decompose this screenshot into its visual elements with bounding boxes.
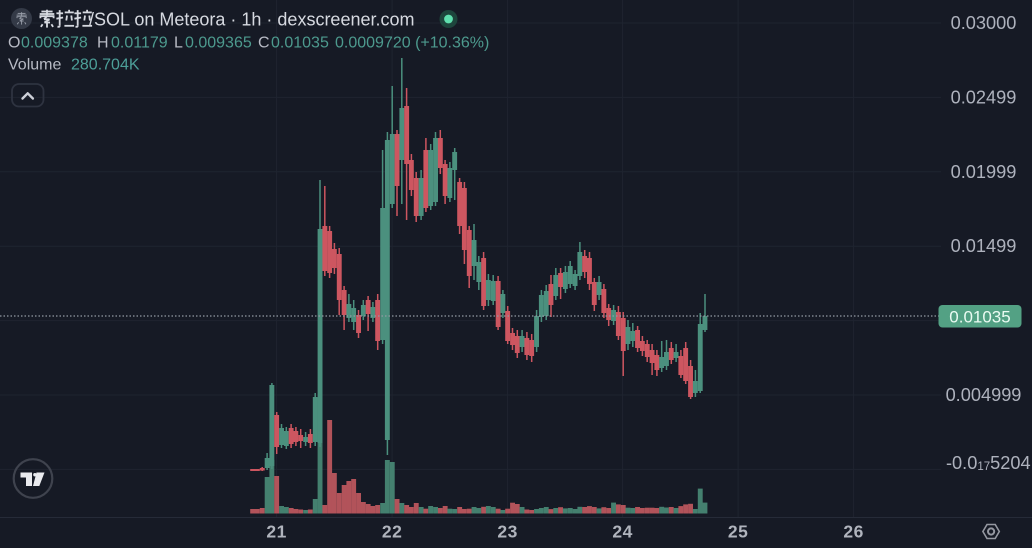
- svg-text:26: 26: [843, 522, 863, 542]
- svg-text:O: O: [8, 35, 20, 52]
- svg-text:H: H: [97, 35, 109, 52]
- svg-text:24: 24: [612, 522, 632, 542]
- svg-text:L: L: [174, 35, 183, 52]
- svg-text:0.0009720 (+10.36%): 0.0009720 (+10.36%): [335, 35, 489, 52]
- svg-text:/SOL on Meteora · 1h · dexscre: /SOL on Meteora · 1h · dexscreener.com: [89, 10, 415, 30]
- svg-text:0.01999: 0.01999: [951, 162, 1017, 182]
- svg-text:-0.0175204: -0.0175204: [946, 453, 1031, 473]
- svg-text:21: 21: [266, 522, 286, 542]
- svg-text:0.01179: 0.01179: [111, 35, 168, 52]
- svg-text:0.01499: 0.01499: [951, 236, 1017, 256]
- svg-text:0.01035: 0.01035: [271, 35, 329, 52]
- svg-text:0.03000: 0.03000: [951, 13, 1017, 33]
- svg-text:0.009378: 0.009378: [21, 35, 88, 52]
- svg-text:0.01035: 0.01035: [949, 307, 1010, 326]
- svg-text:Volume: Volume: [8, 57, 61, 74]
- svg-text:23: 23: [497, 522, 517, 542]
- svg-text:280.704K: 280.704K: [71, 57, 140, 74]
- svg-text:25: 25: [728, 522, 748, 542]
- svg-text:0.02499: 0.02499: [951, 87, 1017, 107]
- svg-text:C: C: [258, 35, 270, 52]
- svg-text:0.009365: 0.009365: [185, 35, 252, 52]
- svg-text:22: 22: [382, 522, 402, 542]
- svg-text:0.004999: 0.004999: [946, 385, 1022, 405]
